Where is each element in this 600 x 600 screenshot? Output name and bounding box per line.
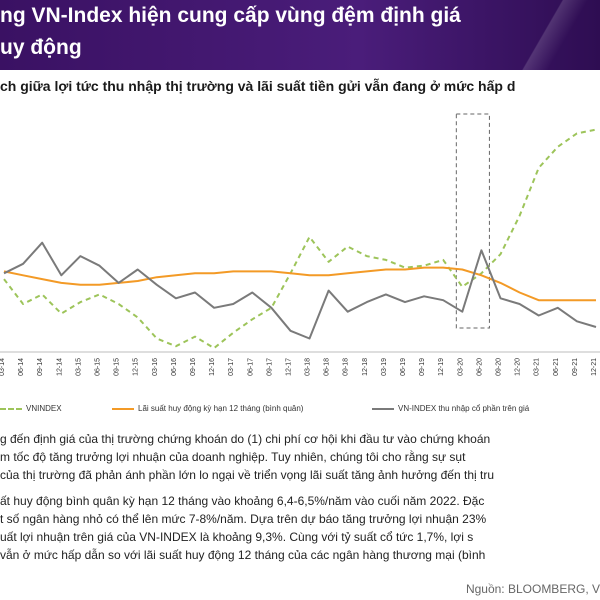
chart-subtitle: ch giữa lợi tức thu nhập thị trường và l… — [0, 78, 516, 94]
paragraph-line: m tốc độ tăng trưởng lợi nhuận của doanh… — [0, 450, 466, 464]
x-tick-label: 09-18 — [343, 358, 350, 376]
paragraph-line: của thị trường đã phản ánh phần lớn lo n… — [0, 468, 495, 482]
paragraph-2: ất huy động bình quân kỳ hạn 12 tháng và… — [0, 492, 600, 564]
source-note: Nguồn: BLOOMBERG, V — [465, 582, 600, 596]
legend-label-deposit-rate: Lãi suất huy động kỳ hạn 12 tháng (bình … — [138, 404, 304, 413]
highlight-box — [455, 113, 490, 329]
x-tick-label: 12-20 — [515, 358, 522, 376]
banner-decoration — [510, 0, 600, 70]
paragraph-line: g đến định giá của thị trường chứng khoá… — [0, 432, 491, 446]
x-tick-label: 06-14 — [18, 358, 25, 376]
x-tick-label: 03-18 — [305, 358, 312, 376]
x-tick-label: 09-15 — [114, 358, 121, 376]
x-tick-label: 03-19 — [381, 358, 388, 376]
legend-label-vnindex: VNINDEX — [26, 404, 62, 413]
legend-item-vnindex: VNINDEX — [0, 404, 62, 413]
x-tick-label: 03-16 — [152, 358, 159, 376]
page-title-line1: ng VN-Index hiện cung cấp vùng đệm định … — [0, 4, 461, 27]
paragraph-line: ất huy động bình quân kỳ hạn 12 tháng và… — [0, 494, 485, 508]
x-tick-label: 09-20 — [496, 358, 503, 376]
x-tick-label: 06-15 — [94, 358, 101, 376]
legend-swatch-deposit-rate — [112, 407, 134, 410]
x-tick-label: 12-21 — [591, 358, 598, 376]
x-tick-label: 09-19 — [419, 358, 426, 376]
x-tick-label: 09-14 — [37, 358, 44, 376]
line-chart: 03-14 06-14 09-14 12-14 03-15 06-15 09-15 12-15… — [0, 113, 600, 376]
page-title-line2: uy động — [0, 36, 82, 59]
series-line-2 — [3, 241, 597, 340]
x-tick-label: 06-16 — [171, 358, 178, 376]
x-tick-label: 03-17 — [228, 358, 235, 376]
x-tick-label: 06-21 — [553, 358, 560, 376]
x-tick-label: 03-14 — [0, 358, 6, 376]
series-line-1 — [3, 266, 596, 302]
paragraph-line: t số ngân hàng nhỏ có thể lên mức 7-8%/n… — [0, 512, 487, 526]
paragraph-line: uất lợi nhuận trên giá của VN-INDEX là k… — [0, 530, 474, 544]
title-banner: ng VN-Index hiện cung cấp vùng đệm định … — [0, 0, 600, 70]
x-tick-label: 12-14 — [56, 358, 63, 376]
x-tick-label: 03-15 — [75, 358, 82, 376]
legend-swatch-vnindex — [0, 407, 22, 410]
paragraph-line: vẫn ở mức hấp dẫn so với lãi suất huy độ… — [0, 548, 486, 562]
x-tick-label: 12-18 — [362, 358, 369, 376]
x-tick-label: 06-18 — [324, 358, 331, 376]
x-tick-label: 12-16 — [209, 358, 216, 376]
x-tick-label: 06-19 — [400, 358, 407, 376]
chart-legend: VNINDEX Lãi suất huy động kỳ hạn 12 thán… — [0, 404, 600, 418]
legend-item-earnings-yield: VN-INDEX thu nhập cổ phần trên giá — [372, 404, 529, 413]
x-tick-label: 09-16 — [190, 358, 197, 376]
x-tick-label: 06-20 — [476, 358, 483, 376]
x-tick-label: 12-15 — [133, 358, 140, 376]
x-tick-label: 12-17 — [285, 358, 292, 376]
series-line-0 — [3, 128, 597, 350]
legend-swatch-earnings-yield — [372, 407, 394, 410]
body-text: g đến định giá của thị trường chứng khoá… — [0, 430, 600, 564]
x-tick-label: 12-19 — [438, 358, 445, 376]
legend-item-deposit-rate: Lãi suất huy động kỳ hạn 12 tháng (bình … — [112, 404, 303, 413]
x-tick-label: 03-21 — [534, 358, 541, 376]
x-tick-label: 03-20 — [457, 358, 464, 376]
x-tick-label: 09-17 — [266, 358, 273, 376]
paragraph-1: g đến định giá của thị trường chứng khoá… — [0, 430, 600, 484]
x-tick-label: 06-17 — [247, 358, 254, 376]
x-tick-label: 09-21 — [572, 358, 579, 376]
legend-label-earnings-yield: VN-INDEX thu nhập cổ phần trên giá — [398, 404, 530, 413]
